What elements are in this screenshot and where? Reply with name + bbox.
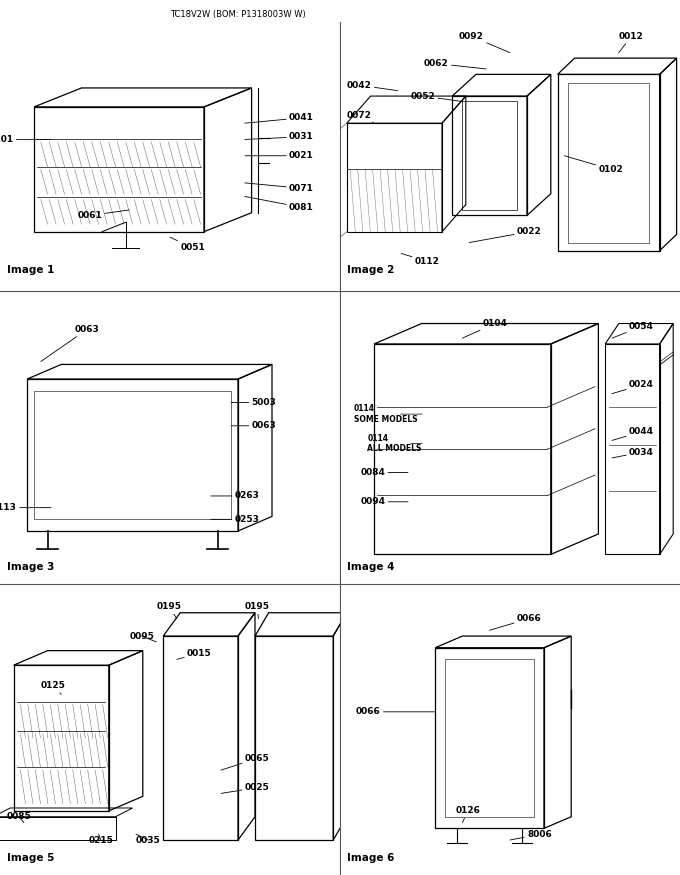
Text: 0062: 0062 [424, 59, 486, 69]
Text: Image 4: Image 4 [347, 562, 394, 572]
Text: 0104: 0104 [462, 319, 508, 338]
Text: 0044: 0044 [612, 427, 654, 440]
Text: 0054: 0054 [612, 322, 654, 338]
Text: Image 1: Image 1 [7, 265, 54, 275]
Text: 8006: 8006 [510, 830, 551, 840]
Text: 0042: 0042 [347, 80, 398, 91]
Text: 0031: 0031 [245, 132, 313, 141]
Text: 0253: 0253 [211, 514, 260, 524]
Text: 0095: 0095 [129, 632, 156, 642]
Text: 0114
ALL MODELS: 0114 ALL MODELS [367, 434, 422, 453]
Text: Image 2: Image 2 [347, 265, 394, 275]
Text: 0021: 0021 [245, 151, 313, 160]
Text: 0066: 0066 [356, 707, 435, 717]
Text: 0065: 0065 [221, 754, 269, 770]
Text: Image 6: Image 6 [347, 853, 394, 864]
Text: 0022: 0022 [469, 228, 541, 242]
Text: 0114
SOME MODELS: 0114 SOME MODELS [354, 404, 418, 423]
Text: TC18V2W (BOM: P1318003W W): TC18V2W (BOM: P1318003W W) [170, 10, 306, 19]
Text: 0071: 0071 [245, 183, 314, 192]
Text: 0035: 0035 [136, 834, 160, 844]
Text: 0041: 0041 [245, 113, 314, 123]
Text: 0092: 0092 [459, 31, 510, 52]
Text: 0102: 0102 [564, 156, 623, 174]
Text: 5003: 5003 [231, 398, 276, 407]
Text: 0052: 0052 [411, 92, 462, 102]
Text: 0263: 0263 [211, 492, 260, 500]
Text: 0025: 0025 [221, 783, 269, 794]
Text: 0066: 0066 [490, 614, 541, 630]
Text: 0012: 0012 [619, 31, 643, 52]
Text: 0081: 0081 [245, 196, 313, 212]
Text: Image 5: Image 5 [7, 853, 54, 864]
Text: 0215: 0215 [88, 834, 114, 844]
Text: 0126: 0126 [456, 807, 481, 822]
Text: 0024: 0024 [612, 381, 654, 394]
Text: 0051: 0051 [170, 237, 205, 253]
Text: 0195: 0195 [156, 602, 182, 619]
Text: 0063: 0063 [231, 421, 276, 430]
Text: 0061: 0061 [78, 210, 129, 220]
Text: 0094: 0094 [360, 497, 408, 507]
Text: 0084: 0084 [360, 468, 408, 477]
Text: 0112: 0112 [401, 254, 440, 266]
Text: 0063: 0063 [41, 325, 99, 361]
Text: Image 3: Image 3 [7, 562, 54, 572]
Text: 0034: 0034 [612, 448, 654, 458]
Text: 0125: 0125 [41, 681, 66, 695]
Text: 0113: 0113 [0, 503, 51, 512]
Text: D101: D101 [0, 135, 51, 144]
Text: 0195: 0195 [245, 602, 270, 619]
Text: 0072: 0072 [347, 110, 374, 123]
Text: 0085: 0085 [7, 812, 31, 822]
Text: 0015: 0015 [177, 649, 211, 660]
